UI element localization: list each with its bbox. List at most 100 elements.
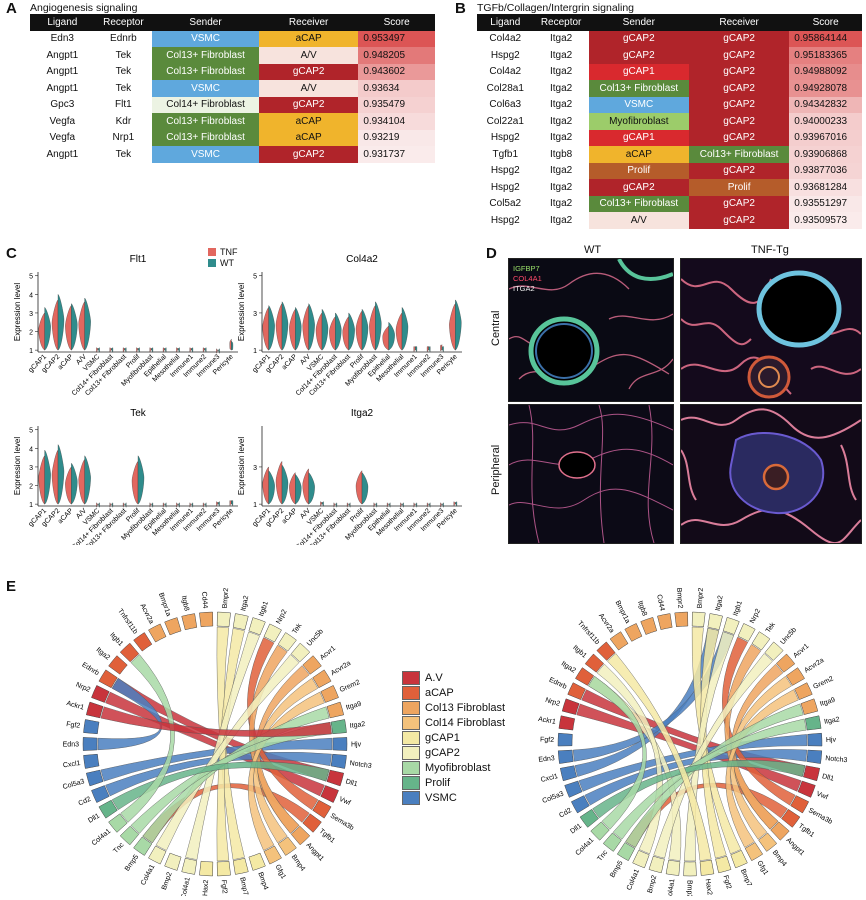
violin-tnf — [51, 299, 59, 351]
x-tick-label: aCAP — [57, 353, 75, 371]
violin-wt — [57, 444, 65, 505]
chord-gene-label: Sema3b — [329, 813, 355, 833]
chord-gene-label: Angpt1 — [785, 837, 806, 858]
ligand-cell: Col6a3 — [489, 99, 522, 111]
chord-gene-label: Itgb1 — [732, 600, 744, 617]
violin-tnf — [355, 310, 363, 351]
chord-gene-label: Ackr1 — [66, 700, 85, 712]
chord-sector — [263, 623, 282, 643]
y-tick-label: 2 — [29, 330, 33, 337]
violin-wt — [441, 502, 444, 508]
legend-swatch — [402, 700, 420, 715]
violin-tnf — [65, 466, 72, 505]
receptor-cell: Flt1 — [115, 99, 132, 111]
legend-swatch — [402, 715, 420, 730]
legend-label: Prolif — [425, 776, 451, 789]
chord-sector — [312, 669, 332, 689]
violin-wt — [308, 472, 315, 505]
chord-link — [252, 677, 319, 844]
chord-gene-label: Cd2 — [558, 807, 573, 819]
violin-wt — [415, 346, 418, 352]
chord-sector — [98, 799, 118, 819]
violin-wt — [295, 307, 302, 351]
violin-wt — [111, 502, 114, 508]
violin-tnf — [109, 502, 112, 508]
violin-wt — [375, 502, 378, 508]
receptor-cell: Ednrb — [110, 33, 137, 45]
legend-col4a1: COL4A1 — [513, 274, 542, 283]
col-receptor: Receptor — [94, 14, 153, 31]
chord-sector — [674, 611, 689, 628]
violin-wt — [388, 502, 391, 508]
legend-label: gCAP2 — [425, 746, 460, 759]
chord-sector — [181, 857, 198, 875]
legend-label: A.V — [425, 671, 443, 684]
legend-igfbp7: IGFBP7 — [513, 264, 540, 273]
chord-gene-label: Bmpr2 — [675, 588, 683, 609]
chord-sector — [557, 732, 573, 747]
violin-tnf — [440, 502, 443, 508]
receptor-cell: Itga2 — [549, 82, 573, 94]
violin-wt — [177, 347, 180, 353]
violin-tnf — [78, 301, 85, 351]
panel-e-label: E — [6, 578, 17, 595]
chord-sector — [302, 813, 322, 833]
chord-gene-label: Edn3 — [63, 742, 79, 749]
ligand-cell: Col4a2 — [489, 33, 522, 45]
violin-tnf — [229, 338, 232, 351]
col-score: Score — [358, 14, 435, 31]
chord-gene-label: Col4a1 — [666, 878, 676, 896]
chord-gene-label: Cd44 — [200, 591, 208, 608]
chord-link — [100, 706, 332, 737]
chord-gene-label: Fgf2 — [722, 875, 732, 890]
receiver-cell: aCAP — [259, 113, 359, 130]
score-cell: 0.934104 — [358, 113, 435, 130]
violin-tnf — [51, 449, 59, 505]
violin-wt — [97, 347, 100, 353]
chord-sector — [722, 617, 740, 635]
violin-wt — [441, 346, 444, 352]
table-row: Col22a1 Itga2 Myofibroblast gCAP2 0.94000233 — [477, 113, 862, 130]
violin-tnf — [333, 502, 336, 508]
receiver-cell: gCAP2 — [259, 63, 359, 80]
chord-sector — [691, 611, 706, 628]
violin-wt — [71, 462, 78, 505]
chord-sector — [584, 653, 605, 673]
chord-gene-label: Col4a1 — [140, 864, 156, 887]
chord-gene-label: Tgfb1 — [797, 823, 816, 839]
chord-sector — [744, 842, 764, 862]
x-tick-label: aCAP — [281, 507, 299, 525]
chord-link — [588, 676, 647, 830]
violin-tnf — [176, 347, 179, 353]
legend-label: aCAP — [425, 686, 454, 699]
sender-cell: Col13+ Fibroblast — [152, 129, 259, 146]
chord-link — [120, 654, 175, 823]
legend-label-wt: WT — [220, 258, 234, 268]
chord-sector — [794, 682, 813, 700]
chord-sector — [216, 611, 231, 628]
violin-wt — [57, 294, 65, 351]
chord-gene-label: Grem2 — [812, 675, 834, 690]
tnf-column-label: TNF-Tg — [751, 244, 789, 256]
chord-gene-label: Notch3 — [825, 755, 848, 764]
violin-wt — [295, 474, 302, 505]
violin-wt — [308, 303, 315, 351]
legend-swatch-tnf — [208, 248, 216, 256]
chord-gene-label: Bmp2 — [647, 874, 659, 894]
violin-title: Flt1 — [130, 254, 147, 265]
violin-wt — [281, 464, 289, 505]
chord-sector — [632, 849, 650, 869]
violin-wt — [124, 347, 127, 353]
chord-sector — [790, 795, 810, 814]
chord-gene-label: Bmp5 — [609, 860, 624, 879]
receptor-cell: Tek — [115, 82, 132, 94]
sender-cell: VSMC — [588, 96, 689, 113]
chord-sector — [232, 613, 249, 631]
chord-gene-label: Edn3 — [538, 755, 555, 764]
panel-b-label: B — [455, 0, 466, 17]
y-axis-label: Expression level — [13, 283, 22, 341]
chord-gene-label: Ednrb — [548, 677, 568, 691]
y-tick-label: 5 — [29, 274, 33, 281]
violin-wt — [455, 501, 458, 507]
ligand-cell: Angpt1 — [46, 49, 79, 61]
